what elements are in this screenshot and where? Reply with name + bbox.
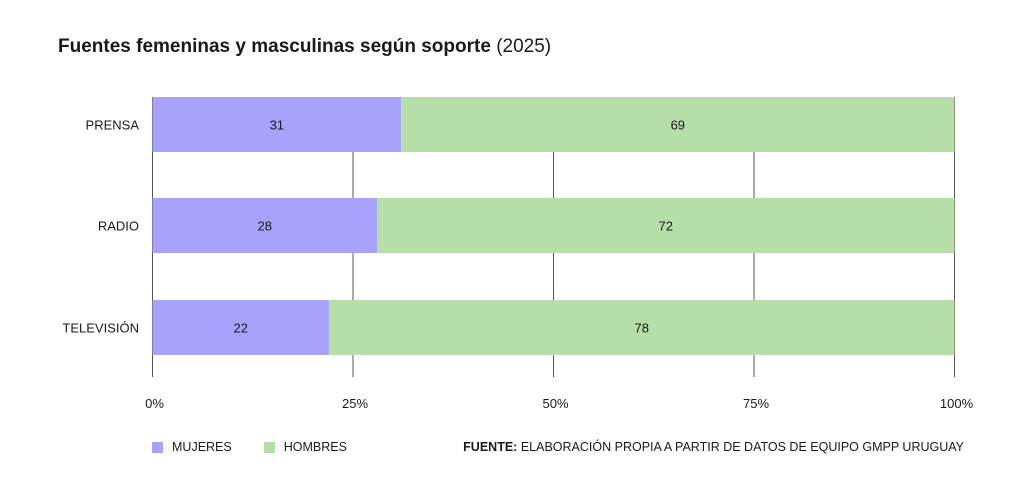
category-labels: PRENSA RADIO TELEVISIÓN bbox=[62, 118, 139, 336]
legend: MUJERES HOMBRES bbox=[152, 440, 379, 454]
category-label: RADIO bbox=[98, 219, 139, 234]
chart-title: Fuentes femeninas y masculinas según sop… bbox=[58, 36, 551, 58]
bar-hombres-1 bbox=[377, 198, 955, 253]
data-label: 31 bbox=[270, 118, 284, 133]
tick-label: 0% bbox=[145, 396, 164, 411]
legend-item-mujeres: MUJERES bbox=[152, 440, 232, 454]
legend-swatch-mujeres bbox=[152, 441, 163, 453]
tick-label: 100% bbox=[940, 396, 974, 411]
tick-label: 75% bbox=[743, 396, 769, 411]
chart-plot: 31 69 28 72 22 78 PRENSA RADIO TELEVISIÓN 0% 25%… bbox=[62, 97, 974, 411]
tick-label: 25% bbox=[342, 396, 368, 411]
tick-labels: 0% 25% 50% 75% 100% bbox=[145, 396, 973, 411]
data-label: 69 bbox=[671, 118, 685, 133]
category-label: PRENSA bbox=[86, 118, 140, 133]
tick-label: 50% bbox=[542, 396, 568, 411]
data-label: 78 bbox=[634, 321, 648, 336]
source-label: FUENTE: bbox=[463, 440, 518, 454]
bars: 31 69 28 72 22 78 bbox=[152, 97, 955, 355]
chart-title-main: Fuentes femeninas y masculinas según sop… bbox=[58, 36, 491, 57]
legend-label-mujeres: MUJERES bbox=[172, 440, 232, 454]
bar-mujeres-2 bbox=[152, 300, 329, 355]
source-note: FUENTE: ELABORACIÓN PROPIA A PARTIR DE D… bbox=[463, 440, 964, 454]
bar-hombres-0 bbox=[401, 97, 955, 152]
category-label: TELEVISIÓN bbox=[62, 321, 139, 336]
legend-label-hombres: HOMBRES bbox=[283, 440, 347, 454]
source-text: ELABORACIÓN PROPIA A PARTIR DE DATOS DE … bbox=[520, 440, 964, 454]
bar-mujeres-0 bbox=[152, 97, 402, 152]
chart-title-year: (2025) bbox=[496, 36, 552, 57]
legend-item-hombres: HOMBRES bbox=[263, 440, 347, 454]
data-label: 22 bbox=[233, 321, 247, 336]
bar-hombres-2 bbox=[328, 300, 955, 355]
data-label: 28 bbox=[258, 219, 272, 234]
legend-swatch-hombres bbox=[263, 441, 275, 453]
bar-mujeres-1 bbox=[152, 198, 378, 253]
data-label: 72 bbox=[659, 219, 673, 234]
